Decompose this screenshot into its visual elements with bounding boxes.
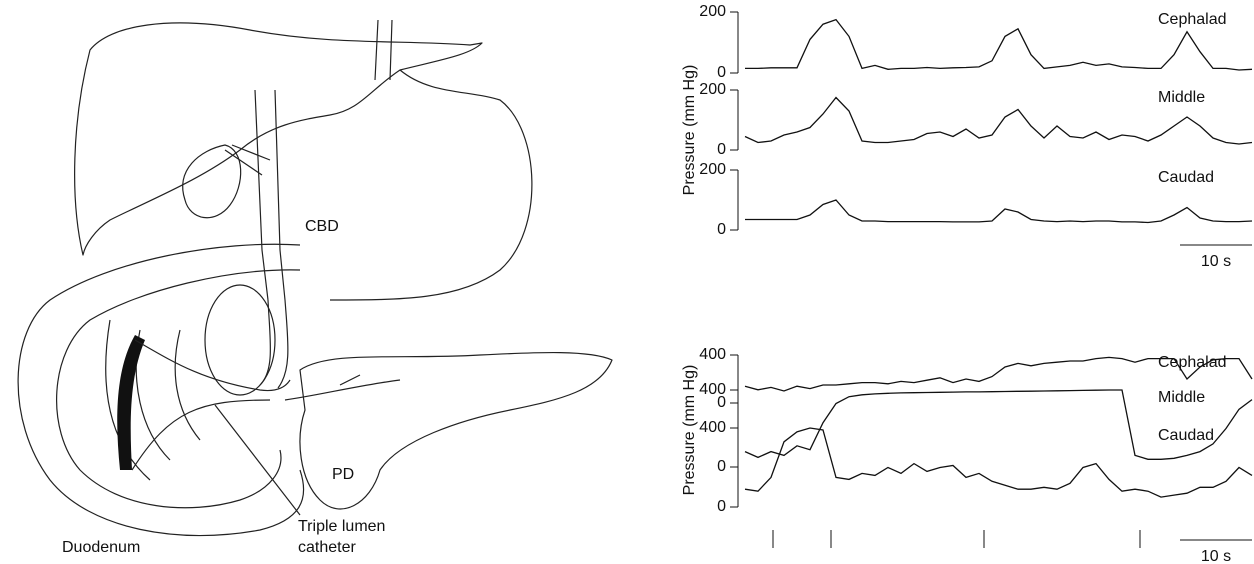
pressure-trace [744, 427, 1253, 498]
y-tick-label: 0 [717, 394, 726, 411]
gallbladder [182, 144, 242, 219]
pressure-trace [744, 96, 1253, 145]
bile-duct [254, 19, 393, 301]
y-tick-label: 0 [717, 458, 726, 475]
y-tick-label: 0 [717, 498, 726, 515]
y-tick-label: 400 [699, 346, 726, 363]
duodenal-lumen [204, 284, 276, 396]
cbd-label: CBD [305, 218, 339, 235]
y-tick-label: 400 [699, 419, 726, 436]
catheter-label: catheter [298, 539, 356, 556]
y-tick-label: 200 [699, 161, 726, 178]
distal-cbd [259, 299, 289, 389]
y-tick-label: 200 [699, 3, 726, 20]
pancreas [299, 351, 613, 510]
y-tick-label: 200 [699, 81, 726, 98]
y-axis-label: Pressure (mm Hg) [681, 65, 698, 196]
duodenum-outer [17, 243, 305, 537]
liver [74, 22, 483, 256]
y-axis-label: Pressure (mm Hg) [681, 365, 698, 496]
y-tick-label: 0 [717, 64, 726, 81]
y-tick-label: 0 [717, 221, 726, 238]
anatomy-drawing: CBD PD Duodenum Triple lumen catheter [17, 19, 613, 556]
trace-label: Middle [1158, 89, 1205, 106]
duodenum-inner [56, 269, 301, 509]
pressure-trace [744, 389, 1253, 460]
pd-label: PD [332, 466, 354, 483]
pressure-trace [745, 199, 1253, 224]
event-markers [772, 530, 1141, 548]
catheter-tip [117, 335, 145, 470]
trace-label: Caudad [1158, 169, 1214, 186]
duodenum-label: Duodenum [62, 539, 140, 556]
scale-bar-label: 10 s [1201, 548, 1231, 564]
y-tick-label: 400 [699, 381, 726, 398]
stomach [329, 69, 533, 301]
pressure-trace [745, 18, 1253, 71]
trace-label: Cephalad [1158, 11, 1227, 28]
pressure-trace [744, 356, 1253, 392]
catheter-label: Triple lumen [298, 518, 385, 535]
trace-label: Cephalad [1158, 354, 1227, 371]
cystic-duct [224, 144, 271, 176]
scale-bar-label: 10 s [1201, 253, 1231, 270]
y-tick-label: 0 [717, 141, 726, 158]
trace-label: Caudad [1158, 427, 1214, 444]
catheter-pointer [214, 404, 301, 516]
pancreatic-duct [284, 374, 401, 401]
catheter [131, 339, 291, 471]
trace-label: Middle [1158, 389, 1205, 406]
